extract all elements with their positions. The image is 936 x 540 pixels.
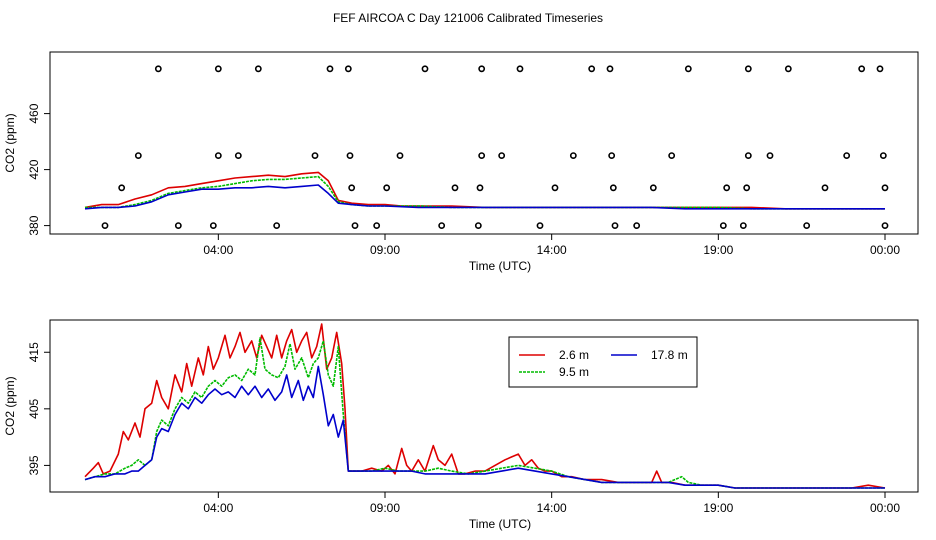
x-tick-label: 19:00 — [703, 243, 733, 257]
scatter-marker — [744, 65, 752, 73]
scatter-marker — [858, 65, 866, 73]
scatter-marker — [118, 184, 126, 192]
scatter-marker — [821, 184, 829, 192]
scatter-marker — [516, 65, 524, 73]
x-tick-label: 09:00 — [370, 501, 400, 515]
scatter-marker — [134, 152, 142, 159]
series-line-9-5-m — [85, 175, 885, 210]
scatter-marker — [348, 184, 356, 192]
bottom-panel: 04:00 09:00 14:00 19:00 00:00 395 405 415 Time (… — [3, 319, 919, 531]
scatter-marker — [273, 222, 281, 229]
scatter-marker — [383, 184, 391, 192]
scatter-marker — [346, 152, 354, 159]
legend-label: 17.8 m — [651, 348, 688, 362]
x-tick-label: 19:00 — [703, 501, 733, 515]
scatter-marker — [254, 65, 262, 73]
scatter-marker — [744, 152, 752, 159]
scatter-marker — [498, 152, 506, 159]
scatter-marker — [684, 65, 692, 73]
scatter-marker — [843, 152, 851, 159]
scatter-marker — [438, 222, 446, 229]
x-tick-label: 04:00 — [203, 501, 233, 515]
scatter-marker — [881, 222, 889, 229]
scatter-marker — [351, 222, 359, 229]
legend-box — [508, 336, 698, 388]
scatter-marker — [214, 152, 222, 159]
plot-frame — [49, 51, 919, 235]
x-axis-label: Time (UTC) — [469, 259, 531, 273]
scatter-marker — [881, 184, 889, 192]
scatter-marker — [474, 222, 482, 229]
x-tick-label: 00:00 — [870, 501, 900, 515]
scatter-marker — [611, 222, 619, 229]
scatter-marker — [476, 184, 484, 192]
scatter-marker — [234, 152, 242, 159]
scatter-marker — [743, 184, 751, 192]
scatter-marker — [421, 65, 429, 73]
scatter-marker — [719, 222, 727, 229]
series-line-2-6-m — [84, 323, 886, 489]
scatter-marker — [588, 65, 596, 73]
x-tick-label: 14:00 — [537, 243, 567, 257]
scatter-marker — [154, 65, 162, 73]
y-axis-label: CO2 (ppm) — [3, 113, 17, 172]
scatter-marker — [551, 184, 559, 192]
figure-title: FEF AIRCOA C Day 121006 Calibrated Times… — [333, 11, 603, 25]
series-line-17-8-m — [84, 184, 885, 210]
x-tick-label: 00:00 — [870, 243, 900, 257]
scatter-marker — [536, 222, 544, 229]
scatter-marker — [373, 222, 381, 229]
y-axis-label: CO2 (ppm) — [3, 376, 17, 435]
x-tick-label: 09:00 — [370, 243, 400, 257]
scatter-marker — [214, 65, 222, 73]
series-line-17-8-m — [84, 365, 885, 489]
scatter-marker — [633, 222, 641, 229]
series-line-2-6-m — [84, 171, 885, 210]
y-tick-label: 380 — [27, 215, 41, 235]
scatter-marker — [606, 65, 614, 73]
scatter-marker — [478, 65, 486, 73]
scatter-marker — [784, 65, 792, 73]
scatter-marker — [723, 184, 731, 192]
scatter-marker — [311, 152, 319, 159]
scatter-marker — [739, 222, 747, 229]
scatter-marker — [174, 222, 182, 229]
legend-label: 2.6 m — [559, 348, 589, 362]
y-tick-label: 405 — [27, 398, 41, 418]
scatter-marker — [609, 184, 617, 192]
scatter-marker — [326, 65, 334, 73]
scatter-marker — [396, 152, 404, 159]
scatter-marker — [649, 184, 657, 192]
y-tick-label: 460 — [27, 103, 41, 123]
scatter-marker — [209, 222, 217, 229]
top-panel: 04:00 09:00 14:00 19:00 00:00 380 420 460 Time (… — [3, 51, 919, 273]
scatter-marker — [608, 152, 616, 159]
x-tick-label: 04:00 — [203, 243, 233, 257]
x-tick-label: 14:00 — [537, 501, 567, 515]
scatter-marker — [569, 152, 577, 159]
scatter-marker — [344, 65, 352, 73]
scatter-marker — [101, 222, 109, 229]
scatter-marker — [803, 222, 811, 229]
y-tick-label: 395 — [27, 455, 41, 475]
scatter-marker — [879, 152, 887, 159]
scatter-marker — [766, 152, 774, 159]
legend-label: 9.5 m — [559, 365, 589, 379]
scatter-marker — [451, 184, 459, 192]
scatter-marker — [876, 65, 884, 73]
x-axis-label: Time (UTC) — [469, 517, 531, 531]
y-tick-label: 415 — [27, 342, 41, 362]
series-line-9-5-m — [84, 337, 885, 489]
scatter-marker — [668, 152, 676, 159]
scatter-marker — [478, 152, 486, 159]
y-tick-label: 420 — [27, 159, 41, 179]
plot-frame — [49, 319, 919, 493]
